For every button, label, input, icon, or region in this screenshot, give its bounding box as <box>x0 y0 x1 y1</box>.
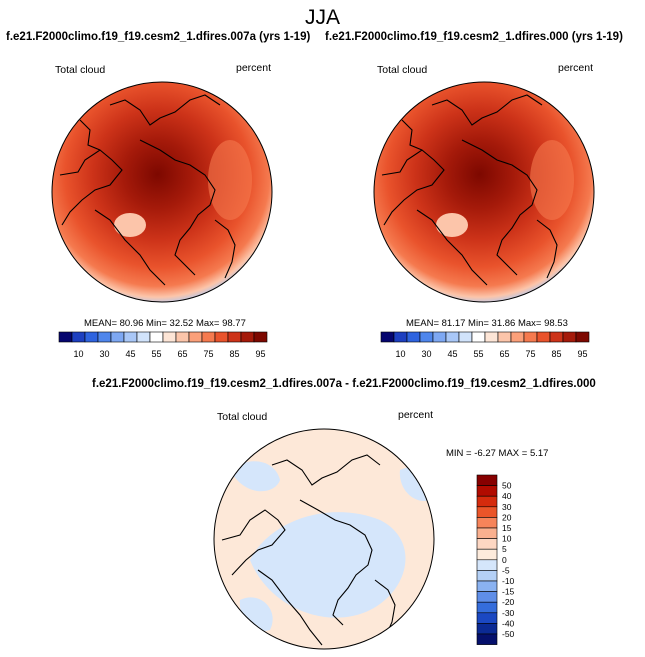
panel-1-colorbar-swatches <box>58 331 268 343</box>
diff-colorbar-swatch <box>476 527 498 539</box>
panel-2-colorbar-tick-label: 65 <box>499 349 509 359</box>
diff-colorbar-swatch <box>476 580 498 592</box>
diff-colorbar-swatch <box>476 623 498 635</box>
panel-1-colorbar-tick-label: 10 <box>73 349 83 359</box>
panel-2-colorbar-tick-label: 75 <box>525 349 535 359</box>
panel-2-colorbar-tick-label: 30 <box>421 349 431 359</box>
panel-2-case-title: f.e21.F2000climo.f19_f19.cesm2_1.dfires.… <box>325 31 623 43</box>
panel-1-colorbar: 10 30 45 55 65 75 85 95 <box>58 331 268 359</box>
diff-colorbar-swatch <box>476 591 498 603</box>
diff-colorbar-swatches <box>476 474 498 645</box>
diff-colorbar-swatch <box>476 559 498 571</box>
panel-1-colorbar-tick-label: 45 <box>125 349 135 359</box>
diff-colorbar-tick-label: -50 <box>502 629 515 639</box>
panel-1-colorbar-tick-label: 95 <box>255 349 265 359</box>
diff-colorbar-tick-label: -15 <box>502 587 515 597</box>
diff-colorbar-swatch <box>476 474 498 486</box>
diff-coastlines <box>221 454 396 646</box>
diff-colorbar-tick-label: 40 <box>502 491 512 501</box>
page-title: JJA <box>304 6 340 29</box>
panel-1-stats: MEAN= 80.96 Min= 32.52 Max= 98.77 <box>84 318 246 329</box>
panel-1-variable-label: Total cloud <box>55 64 106 76</box>
panel-1-colorbar-tick-label: 85 <box>229 349 239 359</box>
diff-colorbar-tick-label: -30 <box>502 608 515 618</box>
diff-variable-label: Total cloud <box>217 411 268 423</box>
diff-colorbar-swatch <box>476 485 498 497</box>
panel-2-coastlines <box>381 94 574 286</box>
diff-colorbar-swatch <box>476 570 498 582</box>
panel-1-units-label: percent <box>236 62 272 74</box>
diff-colorbar-tick-label: -10 <box>502 576 515 586</box>
diff-colorbar-swatch <box>476 548 498 561</box>
panel-2-colorbar: 10 30 45 55 65 75 85 95 <box>380 331 590 359</box>
panel-2-stats: MEAN= 81.17 Min= 31.86 Max= 98.53 <box>406 318 568 329</box>
panel-1-colorbar-swatch <box>253 331 268 343</box>
diff-colorbar-tick-label: -40 <box>502 618 515 628</box>
panel-1-colorbar-ticks: 10 30 45 55 65 75 85 95 <box>73 349 265 359</box>
panel-1-colorbar-tick-label: 65 <box>177 349 187 359</box>
panel-2-map-disk <box>374 82 594 302</box>
diff-colorbar-tick-label: 15 <box>502 523 512 533</box>
diff-colorbar-tick-label: 50 <box>502 481 512 491</box>
diff-colorbar-swatch <box>476 612 498 624</box>
panel-2-colorbar-tick-label: 95 <box>577 349 587 359</box>
panel-1-coastlines <box>59 94 252 286</box>
panel-1-case-title: f.e21.F2000climo.f19_f19.cesm2_1.dfires.… <box>6 31 311 43</box>
diff-colorbar-tick-label: 10 <box>502 534 512 544</box>
diff-colorbar-tick-label: 0 <box>502 555 507 565</box>
diff-case-title: f.e21.F2000climo.f19_f19.cesm2_1.dfires.… <box>92 378 596 390</box>
panel-2-colorbar-swatches <box>380 331 590 343</box>
panel-1-colorbar-tick-label: 75 <box>203 349 213 359</box>
panel-1-map-disk <box>52 82 272 302</box>
panel-2-colorbar-tick-label: 10 <box>395 349 405 359</box>
panel-2-variable-label: Total cloud <box>377 64 428 76</box>
diff-units-label: percent <box>398 409 434 421</box>
diff-stats: MIN = -6.27 MAX = 5.17 <box>446 448 549 459</box>
diff-colorbar-swatch <box>476 495 498 508</box>
diff-colorbar-tick-label: 30 <box>502 502 512 512</box>
diff-colorbar-swatch <box>476 601 498 614</box>
diff-colorbar-swatch <box>476 538 498 550</box>
panel-1-colorbar-tick-label: 30 <box>99 349 109 359</box>
diff-colorbar-swatch <box>476 506 498 518</box>
panel-2-units-label: percent <box>558 62 594 74</box>
diff-colorbar-tick-label: 20 <box>502 512 512 522</box>
diff-colorbar-swatch <box>476 633 498 645</box>
panel-2-colorbar-tick-label: 55 <box>473 349 483 359</box>
diff-colorbar-tick-label: -20 <box>502 597 515 607</box>
panel-2-colorbar-tick-label: 45 <box>447 349 457 359</box>
diff-colorbar-tick-label: -5 <box>502 565 510 575</box>
panel-2-colorbar-ticks: 10 30 45 55 65 75 85 95 <box>395 349 587 359</box>
panel-2-colorbar-tick-label: 85 <box>551 349 561 359</box>
panel-2-colorbar-swatch <box>575 331 590 343</box>
diff-colorbar-swatch <box>476 517 498 529</box>
diff-colorbar-tick-label: 5 <box>502 544 507 554</box>
panel-1-colorbar-tick-label: 55 <box>151 349 161 359</box>
